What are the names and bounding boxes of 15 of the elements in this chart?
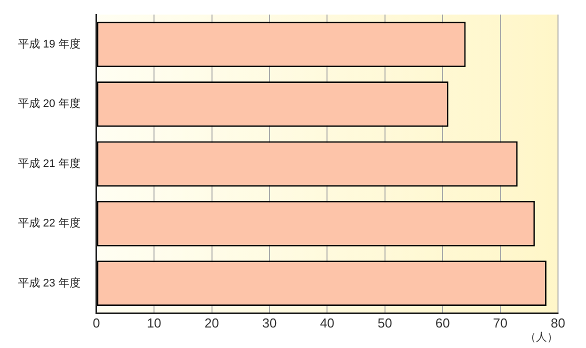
- x-tick-label: 0: [92, 316, 100, 331]
- y-tick-label: 平成 22 年度: [18, 216, 80, 230]
- x-tick-label: 20: [204, 316, 219, 331]
- y-tick-label: 平成 21 年度: [18, 156, 80, 170]
- x-tick-label: 40: [320, 316, 334, 331]
- y-tick-label: 平成 23 年度: [18, 276, 80, 290]
- x-tick-label: 30: [262, 316, 277, 331]
- x-tick-label: 10: [146, 316, 162, 331]
- x-tick-label: 80: [550, 316, 566, 331]
- x-tick-label: 60: [435, 316, 450, 331]
- y-tick-label: 平成 20 年度: [18, 97, 80, 110]
- x-tick-label: 50: [378, 316, 392, 331]
- x-axis-title: （人）: [525, 331, 558, 344]
- x-tick-label: 70: [493, 316, 508, 331]
- y-tick-label: 平成 19 年度: [18, 37, 80, 50]
